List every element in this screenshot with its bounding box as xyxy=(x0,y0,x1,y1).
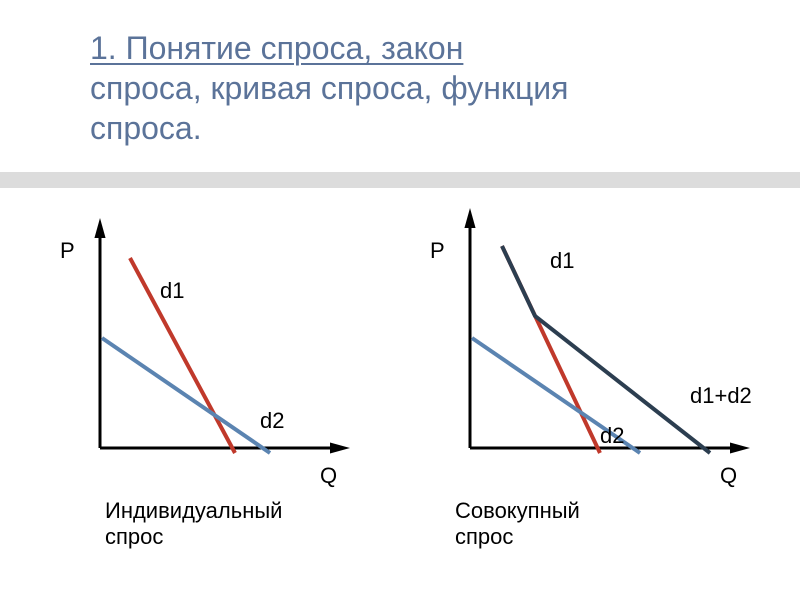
series-d1plus-d2-label: d1+d2 xyxy=(690,383,752,409)
title-line-2: спроса, кривая спроса, функция xyxy=(90,68,740,108)
x-axis-label: Q xyxy=(320,463,337,489)
chart-left-svg xyxy=(40,208,390,488)
y-axis-label: P xyxy=(60,238,75,264)
chart-right-caption: Совокупный спрос xyxy=(455,498,580,551)
chart-aggregate-demand: P Q d1 d2 d1+d2 Совокупный спрос xyxy=(410,208,760,538)
slide-title: 1. Понятие спроса, закон спроса, кривая … xyxy=(0,0,800,168)
charts-row: P Q d1 d2 Индивидуальный спрос P Q d1 d2… xyxy=(0,208,800,538)
separator-band xyxy=(0,172,800,188)
series-d2-label: d2 xyxy=(260,408,284,434)
series-d2-label: d2 xyxy=(600,423,624,449)
y-axis-label: P xyxy=(430,238,445,264)
title-line-3: спроса. xyxy=(90,108,740,148)
chart-individual-demand: P Q d1 d2 Индивидуальный спрос xyxy=(40,208,390,538)
series-d1-label: d1 xyxy=(550,248,574,274)
x-axis-label: Q xyxy=(720,463,737,489)
series-d1-label: d1 xyxy=(160,278,184,304)
chart-right-svg xyxy=(410,208,780,488)
title-line-1: 1. Понятие спроса, закон xyxy=(90,28,740,68)
chart-left-caption: Индивидуальный спрос xyxy=(105,498,282,551)
